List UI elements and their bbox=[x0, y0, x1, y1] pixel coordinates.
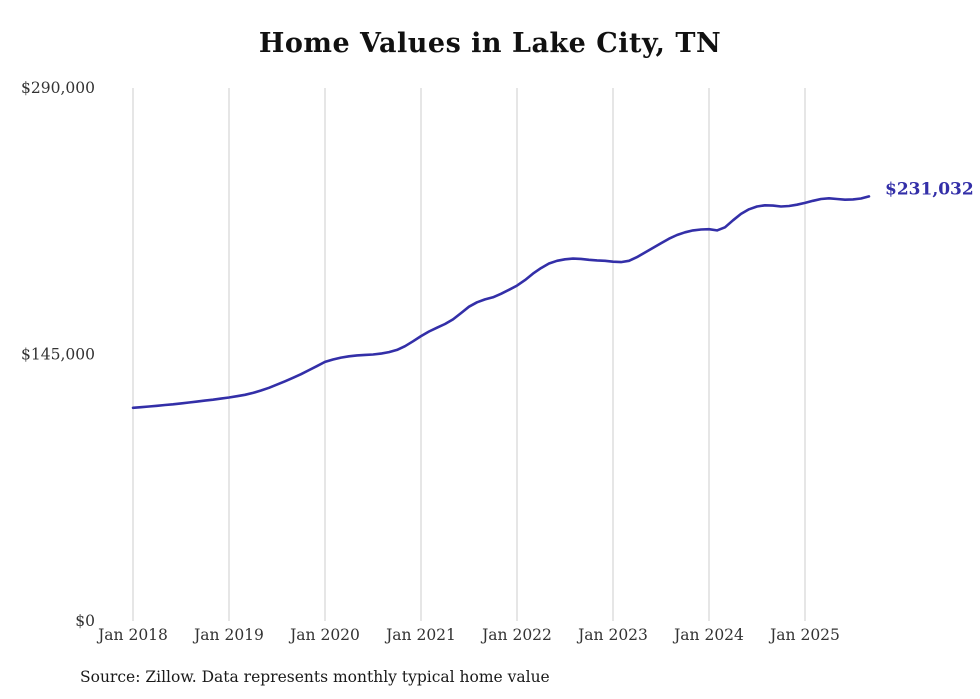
x-axis-tick-label: Jan 2024 bbox=[672, 626, 744, 644]
x-axis-tick-label: Jan 2020 bbox=[288, 626, 360, 644]
x-axis-tick-label: Jan 2019 bbox=[192, 626, 264, 644]
source-note: Source: Zillow. Data represents monthly … bbox=[80, 668, 550, 686]
home-value-line bbox=[131, 195, 871, 410]
y-axis-tick-label: $0 bbox=[75, 612, 95, 630]
x-axis-tick-label: Jan 2018 bbox=[96, 626, 168, 644]
y-axis-tick-label: $290,000 bbox=[21, 79, 95, 97]
x-axis-tick-label: Jan 2022 bbox=[480, 626, 552, 644]
x-axis-tick-label: Jan 2021 bbox=[384, 626, 456, 644]
x-axis-tick-label: Jan 2023 bbox=[576, 626, 648, 644]
end-value-label: $231,032 bbox=[885, 179, 974, 199]
y-axis-tick-label: $145,000 bbox=[21, 346, 95, 364]
chart-title: Home Values in Lake City, TN bbox=[258, 28, 722, 59]
x-axis-tick-label: Jan 2025 bbox=[768, 626, 840, 644]
